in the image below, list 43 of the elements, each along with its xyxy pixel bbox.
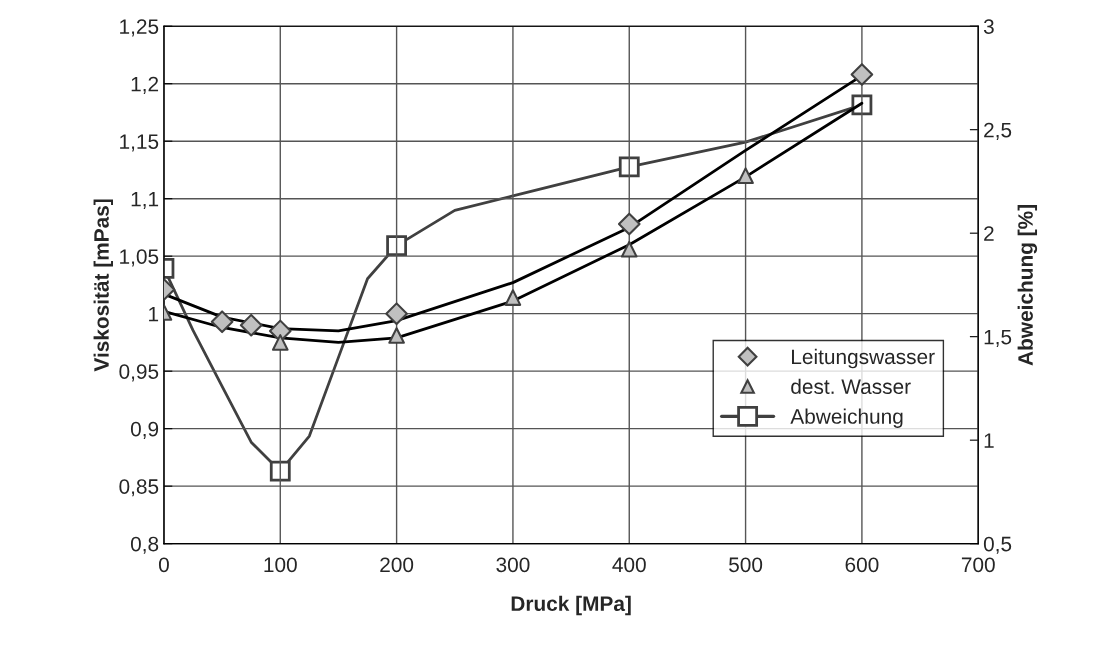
point xyxy=(271,334,289,351)
point xyxy=(618,156,640,178)
point xyxy=(617,212,641,236)
point xyxy=(385,302,408,326)
x-axis-title: Druck [MPa] xyxy=(511,595,631,616)
y-tick-label: 1,05 xyxy=(120,249,159,267)
point xyxy=(737,167,754,185)
y2-tick-label: 2,5 xyxy=(984,122,1012,140)
y-tick-label: 1,1 xyxy=(131,191,159,209)
y2-tick-label: 0,5 xyxy=(983,536,1012,554)
x-tick-label: 700 xyxy=(961,557,995,573)
y-tick-label: 1,15 xyxy=(120,134,159,152)
point xyxy=(239,313,263,337)
y2-tick-label: 1 xyxy=(984,433,994,448)
point xyxy=(388,327,405,344)
y-axis-title: Viskosität [mPas] xyxy=(93,199,113,372)
legend-label: Abweichung xyxy=(790,408,903,428)
y2-tick-label: 2 xyxy=(984,226,994,241)
legend-label: dest. Wasser xyxy=(791,378,911,395)
x-tick-label: 200 xyxy=(380,557,414,573)
x-tick-label: 500 xyxy=(729,557,763,573)
point xyxy=(504,289,522,306)
point xyxy=(210,310,234,334)
y-tick-label: 1,2 xyxy=(131,76,159,94)
x-tick-label: 600 xyxy=(845,557,879,573)
x-tick-label: 100 xyxy=(264,557,297,573)
y-tick-label: 0,95 xyxy=(119,364,159,382)
point xyxy=(269,460,291,482)
y-tick-label: 0,9 xyxy=(130,421,159,439)
legend-label: Leitungswasser xyxy=(792,348,935,369)
x-tick-label: 300 xyxy=(496,557,530,573)
x-tick-label: 400 xyxy=(612,557,646,573)
point xyxy=(386,235,408,257)
x-tick-label: 0 xyxy=(158,557,169,573)
point xyxy=(850,63,874,86)
y-tick-label: 0,8 xyxy=(130,536,159,554)
y-tick-label: 1,25 xyxy=(120,19,159,37)
y-tick-label: 0,85 xyxy=(119,479,159,497)
point xyxy=(620,240,638,258)
y-tick-label: 1 xyxy=(149,306,159,322)
y2-tick-label: 1,5 xyxy=(984,329,1012,347)
y2-axis-title: Abweichung [%] xyxy=(1017,205,1038,366)
y2-tick-label: 3 xyxy=(983,19,994,34)
